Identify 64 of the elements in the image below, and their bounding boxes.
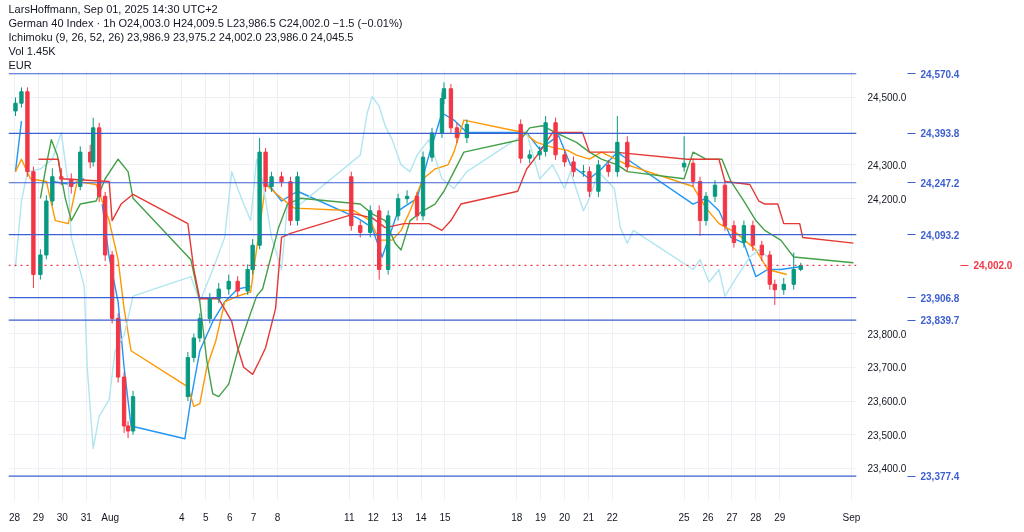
- x-tick-label: 15: [439, 511, 451, 523]
- ref-line-label: 24,002.0: [973, 260, 1013, 272]
- candlestick: [38, 248, 43, 281]
- text: LarsHoffmann, Sep 01, 2025 14:30 UTC+2: [8, 2, 218, 15]
- x-tick-label: 4: [179, 511, 186, 523]
- candlestick: [587, 166, 592, 198]
- chart-title: German 40 Index · 1h O24,003.0 H24,009.5 L23,986.5 C24,002.0 −1.5 (−0.01%): [8, 16, 403, 29]
- ref-line-label: 23,839.7: [920, 315, 960, 327]
- candlestick: [571, 156, 576, 178]
- x-tick-label: 25: [678, 511, 691, 523]
- candlestick: [207, 292, 212, 324]
- x-tick-label: 7: [250, 511, 257, 523]
- x-tick-label: Aug: [101, 511, 120, 523]
- ref-line-label: 24,570.4: [920, 68, 960, 80]
- x-tick-label: 18: [511, 511, 523, 523]
- x-tick-label: 29: [774, 511, 786, 523]
- annotation: EUR: [8, 58, 32, 71]
- y-tick-label: 24,200.0: [867, 193, 907, 205]
- x-tick-label: 21: [582, 511, 595, 523]
- candlestick: [216, 282, 221, 304]
- y-tick-label: 23,800.0: [867, 328, 907, 340]
- candlestick: [750, 220, 756, 252]
- x-tick-label: 6: [226, 511, 233, 523]
- x-tick-label: 28: [8, 511, 21, 523]
- ref-line-label: 23,906.8: [920, 292, 960, 304]
- y-tick-label: 23,600.0: [867, 396, 907, 408]
- x-tick-label: 12: [367, 511, 380, 523]
- x-tick-label: 8: [274, 511, 281, 523]
- x-tick-label: 11: [344, 511, 355, 523]
- y-tick-label: 24,300.0: [867, 159, 907, 171]
- ref-line-label: 24,247.2: [920, 177, 960, 189]
- candlestick: [226, 274, 231, 296]
- x-tick-label: 28: [750, 511, 762, 523]
- text: Vol 1.45K: [8, 44, 57, 57]
- text: Ichimoku (9, 26, 52, 26) 23,986.9 23,975.2 24,002.0 23,986.0 24,045.5: [8, 30, 354, 43]
- y-tick-label: 23,700.0: [867, 362, 907, 374]
- x-tick-label: 31: [80, 511, 93, 523]
- ref-line-label: 24,093.2: [920, 229, 960, 241]
- x-tick-label: 30: [56, 511, 69, 523]
- candlestick: [414, 191, 420, 222]
- candlestick: [712, 179, 718, 203]
- x-tick-label: 19: [535, 511, 547, 523]
- candlestick: [235, 275, 240, 297]
- x-tick-label: 27: [726, 511, 738, 523]
- y-tick-label: 24,500.0: [867, 92, 907, 104]
- x-tick-label: 14: [415, 511, 428, 523]
- candlestick: [681, 135, 687, 173]
- x-tick-label: 20: [558, 511, 571, 523]
- candlestick: [395, 193, 401, 222]
- candlestick: [368, 204, 373, 238]
- candlestick: [791, 252, 796, 291]
- ref-line-label: 23,377.4: [920, 471, 960, 483]
- x-tick-label: 5: [203, 511, 210, 523]
- ref-line-label: 24,393.8: [920, 128, 960, 140]
- x-tick-label: 13: [391, 511, 404, 523]
- candlestick: [269, 171, 274, 193]
- candlestick: [759, 240, 765, 262]
- x-tick-label: Sep: [842, 511, 861, 523]
- y-tick-label: 23,400.0: [867, 463, 907, 475]
- candlestick: [690, 157, 696, 188]
- x-tick-label: 29: [32, 511, 45, 523]
- x-tick-label: 26: [702, 511, 715, 523]
- y-tick-label: 23,500.0: [867, 429, 907, 441]
- x-tick-label: 22: [606, 511, 619, 523]
